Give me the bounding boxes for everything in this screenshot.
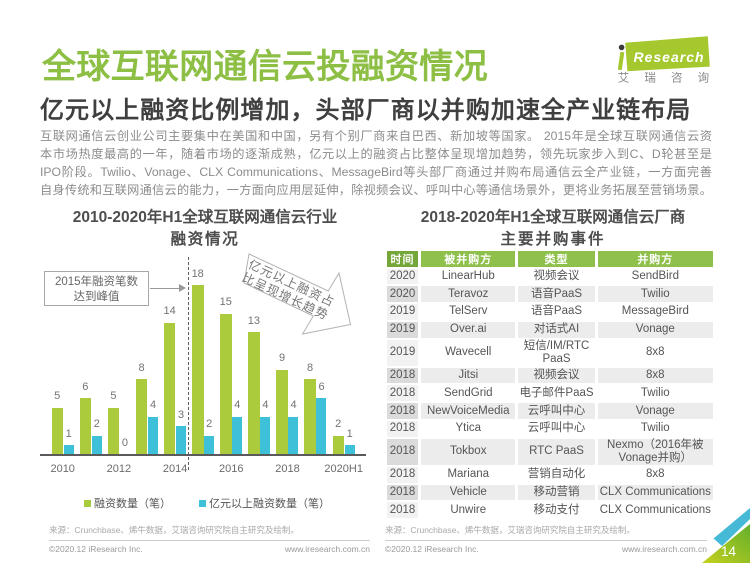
svg-text:Research: Research xyxy=(634,49,705,65)
svg-text:艾瑞咨询: 艾瑞咨询 xyxy=(618,71,722,85)
svg-text:14: 14 xyxy=(721,544,737,559)
